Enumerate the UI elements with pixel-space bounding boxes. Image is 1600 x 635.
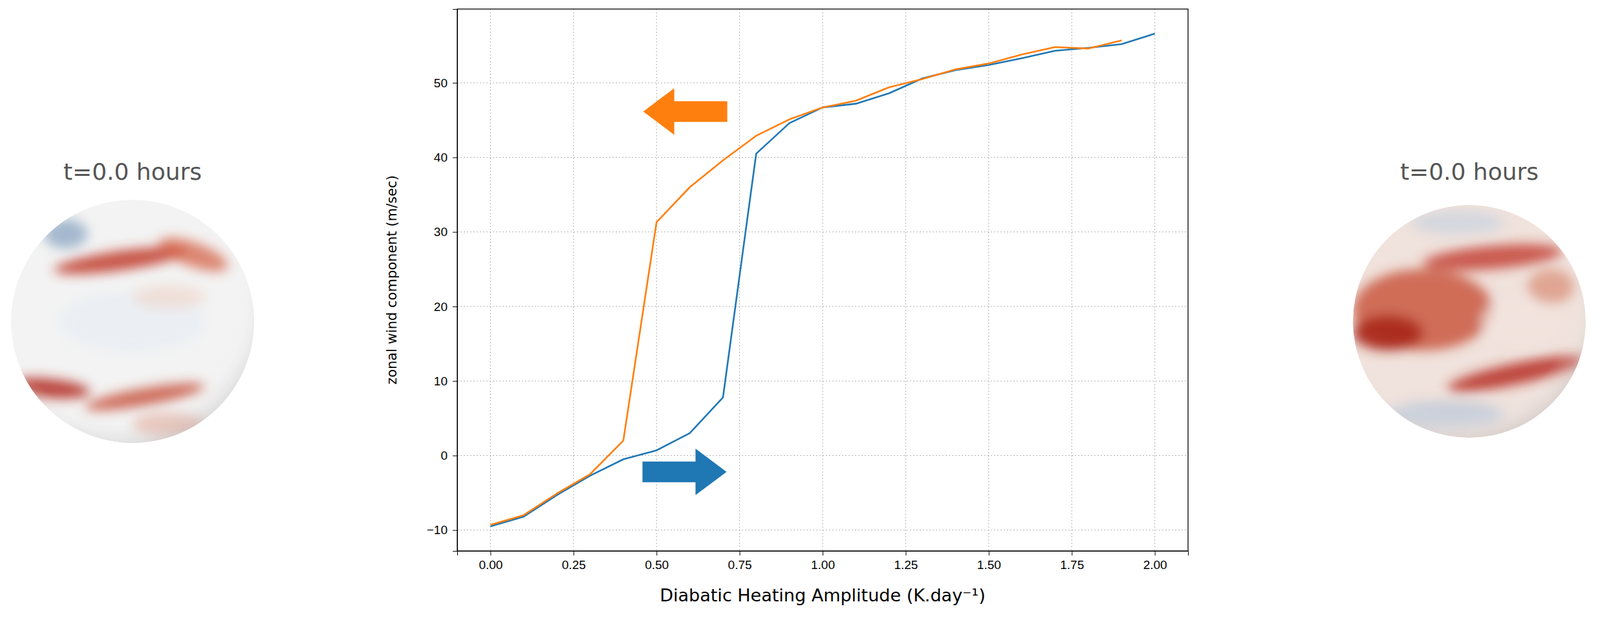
tick-label: 1.75 bbox=[1059, 558, 1084, 572]
tick-mark bbox=[656, 551, 658, 556]
x-tick: 0.75 bbox=[728, 551, 753, 572]
tick-mark bbox=[490, 551, 491, 556]
tick-label: 40 bbox=[433, 150, 448, 165]
tick-mark bbox=[822, 551, 824, 556]
grid-line bbox=[457, 455, 1189, 456]
tick-mark bbox=[452, 157, 458, 158]
tick-label: 20 bbox=[433, 300, 448, 314]
grid-line bbox=[457, 231, 1189, 233]
tick-mark bbox=[452, 232, 458, 233]
tick-mark bbox=[452, 380, 458, 382]
x-tick: 2.00 bbox=[1143, 551, 1168, 572]
grid-line bbox=[905, 9, 907, 552]
grid-line bbox=[490, 9, 491, 552]
y-axis: −10 0 10 20 30 40 50 bbox=[426, 9, 458, 552]
globe bbox=[1352, 205, 1587, 438]
tick-label: 0.75 bbox=[728, 558, 753, 572]
y-tick: 0 bbox=[440, 448, 458, 463]
tick-label: −10 bbox=[426, 523, 448, 537]
y-tick: 10 bbox=[433, 374, 458, 389]
tick-mark bbox=[452, 82, 458, 84]
grid-line bbox=[457, 380, 1189, 382]
grid-line bbox=[572, 9, 574, 552]
grid bbox=[457, 9, 1189, 552]
arrow bbox=[642, 448, 727, 496]
tick-label: 1.00 bbox=[810, 558, 835, 572]
grid-line bbox=[988, 9, 989, 552]
tick-label: 0.50 bbox=[644, 558, 669, 572]
tick-mark bbox=[739, 551, 741, 556]
x-tick: 1.00 bbox=[810, 551, 835, 572]
grid-line bbox=[457, 305, 1189, 307]
x-tick: 0.25 bbox=[562, 551, 586, 572]
arrow bbox=[643, 87, 728, 135]
grid-line bbox=[1154, 9, 1156, 552]
x-tick: 1.25 bbox=[893, 551, 918, 572]
annotation: t=0.0 hours bbox=[1400, 158, 1539, 185]
y-tick: −10 bbox=[426, 523, 458, 537]
tick-label: 0.00 bbox=[478, 558, 503, 572]
axis-line bbox=[457, 551, 1189, 557]
y-tick: 30 bbox=[433, 225, 458, 239]
tick-mark bbox=[905, 551, 907, 556]
tick-label: 10 bbox=[433, 374, 448, 389]
series-line bbox=[490, 40, 1122, 525]
y-axis-title: zonal wind component (m/sec) bbox=[384, 175, 400, 385]
grid-line bbox=[822, 9, 824, 552]
tick-label: 50 bbox=[433, 76, 448, 90]
plot-frame bbox=[457, 9, 1189, 552]
x-tick: 1.50 bbox=[977, 551, 1002, 572]
grid-line bbox=[457, 529, 1189, 531]
tick-mark bbox=[988, 551, 990, 556]
axis-line bbox=[452, 9, 458, 552]
grid-line bbox=[457, 82, 1189, 84]
x-tick: 0.50 bbox=[644, 551, 669, 572]
tick-label: 2.00 bbox=[1143, 558, 1168, 572]
annotation: t=0.0 hours bbox=[63, 158, 202, 185]
x-axis-title: Diabatic Heating Amplitude (K.day⁻¹) bbox=[659, 585, 985, 606]
y-tick: 40 bbox=[433, 150, 458, 165]
tick-label: 0 bbox=[440, 448, 448, 463]
grid-line bbox=[457, 157, 1189, 158]
globe bbox=[4, 199, 255, 444]
lines bbox=[490, 33, 1155, 527]
tick-mark bbox=[452, 455, 458, 456]
tick-label: 1.50 bbox=[977, 558, 1002, 572]
x-tick: 1.75 bbox=[1059, 551, 1084, 572]
tick-mark bbox=[573, 551, 575, 556]
chart: 0.00 0.25 0.50 0.75 1.00 1.25 1.50 1.75 2.00 −10 0… bbox=[0, 0, 1600, 635]
x-tick: 0.00 bbox=[478, 551, 503, 572]
tick-label: 0.25 bbox=[562, 558, 586, 572]
tick-mark bbox=[452, 530, 458, 531]
y-tick: 50 bbox=[433, 76, 458, 90]
series-line bbox=[490, 33, 1155, 527]
tick-mark bbox=[1071, 551, 1073, 556]
y-tick: 20 bbox=[433, 300, 458, 314]
tick-mark bbox=[452, 306, 458, 308]
tick-mark bbox=[1155, 551, 1156, 556]
x-axis: 0.00 0.25 0.50 0.75 1.00 1.25 1.50 1.75 2.00 bbox=[457, 551, 1189, 572]
tick-label: 30 bbox=[433, 225, 448, 239]
grid-line bbox=[1071, 9, 1073, 552]
tick-label: 1.25 bbox=[893, 558, 918, 572]
